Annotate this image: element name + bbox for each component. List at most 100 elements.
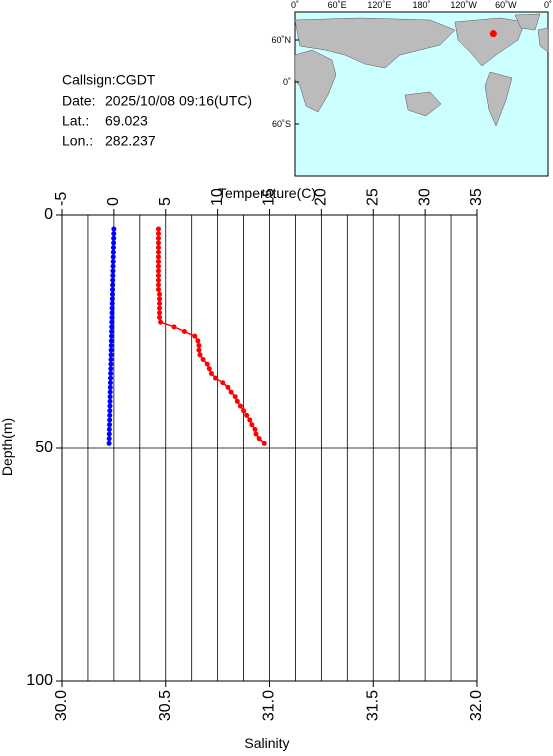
y-tick-label: 0 [44,206,53,223]
lon: 282.237 [105,133,156,149]
profile-point [109,319,115,325]
profile-point [110,282,116,288]
profile-point [249,422,255,428]
profile-point [196,347,202,353]
profile-point [108,375,114,381]
profile-point [109,310,115,316]
profile-point [106,436,112,442]
map-lat-label: 0˚ [283,77,291,87]
profile-point [108,347,114,353]
profile-point [107,422,113,428]
profile-point [110,268,116,274]
profile-point [155,235,161,241]
map-lon-label: 180˚ [412,0,430,10]
eurasia [294,17,456,69]
profile-point [196,342,202,348]
profile-point [109,296,115,302]
profile-point [108,342,114,348]
bottom-tick-label: 32.0 [468,690,485,721]
profile-point [155,282,161,288]
profile-point [155,226,161,232]
bottom-axis-label: Salinity [244,735,289,751]
profile-point [111,231,117,237]
profile-point [110,277,116,283]
callsign: Callsign:CGDT [62,72,156,88]
profile-point [109,301,115,307]
profile-point [192,333,198,339]
top-tick-label: -5 [53,192,70,206]
profile-point [157,315,163,321]
top-tick-label: 10 [209,188,226,206]
profile-point [109,315,115,321]
profile-point [110,263,116,269]
land [294,13,549,127]
profile-point [107,417,113,423]
profile-point [109,329,115,334]
profile-point [107,389,113,395]
profile-point [155,287,161,293]
north-america [454,17,526,67]
profile-point [261,440,267,446]
profile-point [155,263,161,269]
date: 2025/10/08 09:16(UTC) [105,93,252,109]
profile-point [108,361,114,367]
date-label: Date: [62,93,95,109]
profile-point [106,426,112,432]
map-lon-label: 120˚E [367,0,391,10]
profile-point [155,268,161,274]
south-america [484,71,513,127]
profile-point [155,273,161,279]
profile-point [228,389,234,395]
profile-point [181,329,187,334]
profile-point [110,273,116,279]
profile-point [220,380,226,386]
map-lon-label: 60˚W [495,0,517,10]
profile-point [110,259,116,265]
map-lat-label: 60˚S [272,119,291,129]
map-lon-label: 120˚W [450,0,477,10]
profile-point [106,431,112,437]
profile-point [155,240,161,246]
profile-point [155,259,161,265]
lat-label: Lat.: [62,113,89,129]
profile-point [253,431,259,437]
profile-point [158,319,164,325]
bottom-tick-label: 31.0 [261,690,278,721]
profile-point [171,324,177,330]
profile-point [200,356,206,362]
info-block: Callsign:CGDT Date: 2025/10/08 09:16(UTC… [62,72,252,149]
bottom-tick-label: 31.5 [364,690,381,721]
map-lon-label: 0˚ [544,0,552,10]
profile-point [110,245,116,251]
profile-point [237,403,243,409]
profile-point [157,305,163,311]
profile-point [195,338,201,344]
top-tick-label: 25 [364,188,381,206]
map: 0˚ 60˚E 120˚E 180˚ 120˚W 60˚W 0˚ 60˚N 0˚ 60˚S [271,0,552,177]
australia [404,91,442,117]
bottom-tick-label: 30.0 [53,690,70,721]
profile-point [252,426,258,432]
profile-point [157,296,163,302]
top-tick-label: 35 [468,188,485,206]
profile-point [232,394,238,400]
lat: 69.023 [105,113,148,129]
top-axis-label: Temperature(C) [218,185,316,201]
profile-point [204,361,210,367]
profile-point [111,235,117,241]
profile-point [108,333,114,339]
profile-point [197,352,203,358]
profile-point [109,291,115,297]
map-lon-label: 60˚E [328,0,347,10]
profile-point [108,356,114,362]
europe [537,27,549,53]
profile-point [108,352,114,358]
profile-point [111,240,117,246]
profile-point [157,310,163,316]
profile-point [157,291,163,297]
africa [294,49,337,113]
profile-point [106,440,112,446]
profile-point [107,403,113,409]
profile-point [157,301,163,307]
